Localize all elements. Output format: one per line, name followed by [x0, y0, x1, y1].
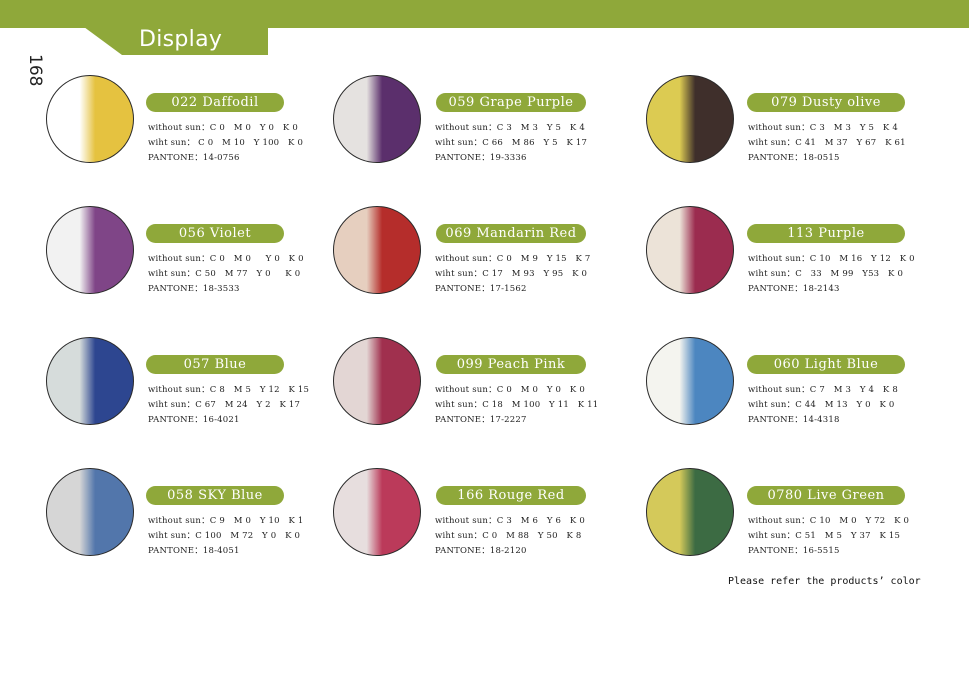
with-sun-spec: wiht sun：C 50 M 77 Y 0 K 0	[148, 269, 301, 279]
lens-card: 060 Light Blue without sun：C 7 M 3 Y 4 K…	[646, 337, 946, 437]
lens-name-label: 022 Daffodil	[146, 93, 284, 112]
lens-name-label: 057 Blue	[146, 355, 284, 374]
top-banner	[0, 0, 969, 28]
pantone-code: PANTONE：19-3336	[435, 153, 527, 163]
color-swatch	[46, 337, 134, 425]
without-sun-spec: without sun：C 10 M 0 Y 72 K 0	[748, 516, 910, 526]
without-sun-spec: without sun：C 3 M 6 Y 6 K 0	[435, 516, 585, 526]
color-swatch	[46, 468, 134, 556]
lens-card: 058 SKY Blue without sun：C 9 M 0 Y 10 K …	[46, 468, 346, 568]
color-swatch	[333, 206, 421, 294]
pantone-code: PANTONE：18-2120	[435, 546, 527, 556]
with-sun-spec: wiht sun： C 0 M 10 Y 100 K 0	[148, 138, 304, 148]
lens-card: 0780 Live Green without sun：C 10 M 0 Y 7…	[646, 468, 946, 568]
with-sun-spec: wiht sun：C 66 M 86 Y 5 K 17	[435, 138, 588, 148]
lens-name-label: 0780 Live Green	[747, 486, 905, 505]
lens-card: 069 Mandarin Red without sun：C 0 M 9 Y 1…	[333, 206, 633, 306]
lens-card: 166 Rouge Red without sun：C 3 M 6 Y 6 K …	[333, 468, 633, 568]
pantone-code: PANTONE：18-2143	[748, 284, 840, 294]
lens-card: 057 Blue without sun：C 8 M 5 Y 12 K 15 w…	[46, 337, 346, 437]
lens-name-label: 099 Peach Pink	[436, 355, 586, 374]
pantone-code: PANTONE：17-1562	[435, 284, 527, 294]
pantone-code: PANTONE：18-3533	[148, 284, 240, 294]
lens-name-label: 056 Violet	[146, 224, 284, 243]
without-sun-spec: without sun：C 10 M 16 Y 12 K 0	[748, 254, 915, 264]
color-swatch	[646, 75, 734, 163]
without-sun-spec: without sun：C 0 M 0 Y 0 K 0	[148, 254, 304, 264]
with-sun-spec: wiht sun：C 0 M 88 Y 50 K 8	[435, 531, 582, 541]
with-sun-spec: wiht sun：C 44 M 13 Y 0 K 0	[748, 400, 895, 410]
without-sun-spec: without sun：C 9 M 0 Y 10 K 1	[148, 516, 304, 526]
with-sun-spec: wiht sun：C 100 M 72 Y 0 K 0	[148, 531, 301, 541]
lens-card: 079 Dusty olive without sun：C 3 M 3 Y 5 …	[646, 75, 946, 175]
pantone-code: PANTONE：17-2227	[435, 415, 527, 425]
lens-name-label: 059 Grape Purple	[436, 93, 586, 112]
without-sun-spec: without sun：C 3 M 3 Y 5 K 4	[748, 123, 898, 133]
lens-name-label: 166 Rouge Red	[436, 486, 586, 505]
lens-name-label: 058 SKY Blue	[146, 486, 284, 505]
without-sun-spec: without sun：C 0 M 0 Y 0 K 0	[435, 385, 585, 395]
with-sun-spec: wiht sun：C 33 M 99 Y53 K 0	[748, 269, 904, 279]
without-sun-spec: without sun：C 0 M 0 Y 0 K 0	[148, 123, 298, 133]
footer-note: Please refer the products’ color	[728, 576, 921, 587]
without-sun-spec: without sun：C 7 M 3 Y 4 K 8	[748, 385, 898, 395]
section-title: Display	[139, 27, 223, 52]
with-sun-spec: wiht sun：C 67 M 24 Y 2 K 17	[148, 400, 301, 410]
pantone-code: PANTONE：18-4051	[148, 546, 240, 556]
lens-card: 059 Grape Purple without sun：C 3 M 3 Y 5…	[333, 75, 633, 175]
without-sun-spec: without sun：C 0 M 9 Y 15 K 7	[435, 254, 591, 264]
lens-card: 099 Peach Pink without sun：C 0 M 0 Y 0 K…	[333, 337, 633, 437]
with-sun-spec: wiht sun：C 51 M 5 Y 37 K 15	[748, 531, 901, 541]
lens-card: 056 Violet without sun：C 0 M 0 Y 0 K 0 w…	[46, 206, 346, 306]
pantone-code: PANTONE：14-4318	[748, 415, 840, 425]
without-sun-spec: without sun：C 3 M 3 Y 5 K 4	[435, 123, 585, 133]
color-swatch	[333, 337, 421, 425]
color-swatch	[646, 337, 734, 425]
with-sun-spec: wiht sun：C 41 M 37 Y 67 K 61	[748, 138, 906, 148]
pantone-code: PANTONE：16-4021	[148, 415, 240, 425]
lens-name-label: 079 Dusty olive	[747, 93, 905, 112]
color-swatch	[46, 75, 134, 163]
color-swatch	[46, 206, 134, 294]
lens-name-label: 069 Mandarin Red	[436, 224, 586, 243]
lens-name-label: 113 Purple	[747, 224, 905, 243]
with-sun-spec: wiht sun：C 18 M 100 Y 11 K 11	[435, 400, 599, 410]
pantone-code: PANTONE：16-5515	[748, 546, 840, 556]
pantone-code: PANTONE：18-0515	[748, 153, 840, 163]
color-swatch	[333, 75, 421, 163]
lens-name-label: 060 Light Blue	[747, 355, 905, 374]
color-swatch	[646, 468, 734, 556]
lens-card: 022 Daffodil without sun：C 0 M 0 Y 0 K 0…	[46, 75, 346, 175]
pantone-code: PANTONE：14-0756	[148, 153, 240, 163]
color-swatch	[333, 468, 421, 556]
without-sun-spec: without sun：C 8 M 5 Y 12 K 15	[148, 385, 310, 395]
with-sun-spec: wiht sun：C 17 M 93 Y 95 K 0	[435, 269, 588, 279]
lens-card: 113 Purple without sun：C 10 M 16 Y 12 K …	[646, 206, 946, 306]
color-swatch	[646, 206, 734, 294]
